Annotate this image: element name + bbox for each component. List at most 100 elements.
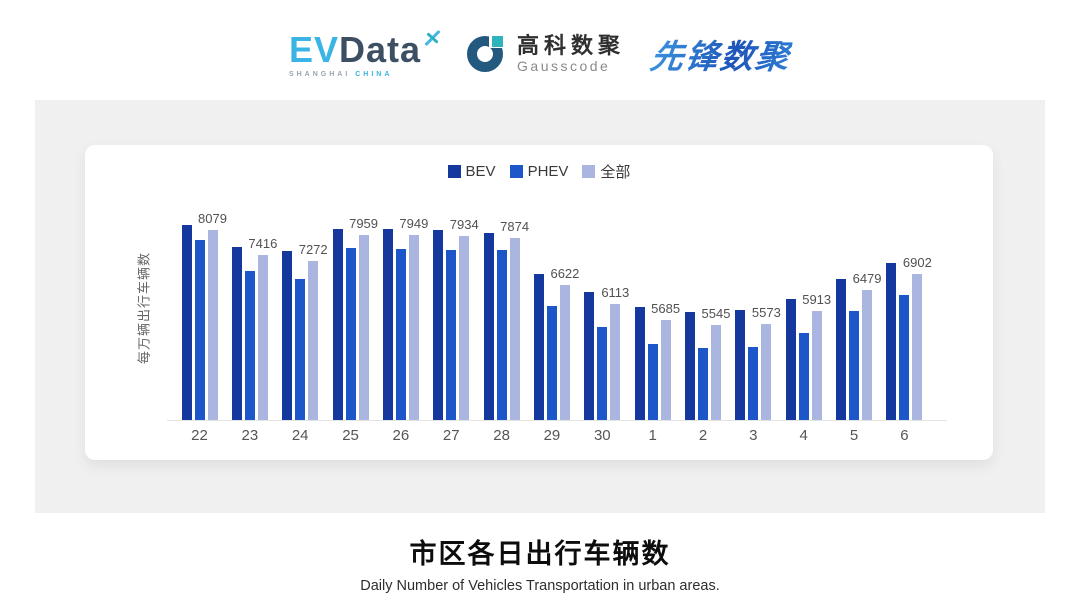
bar-bev-28[interactable] bbox=[483, 233, 494, 420]
legend-swatch-icon bbox=[509, 165, 523, 178]
bar-全部-2[interactable] bbox=[711, 325, 721, 420]
bar-phev-22[interactable] bbox=[194, 239, 205, 420]
bar-value-label-6: 6902 bbox=[902, 255, 932, 271]
gausscode-cn-text: 高科数聚 bbox=[517, 33, 626, 58]
footer: 市区各日出行车辆数 Daily Number of Vehicles Trans… bbox=[0, 532, 1080, 594]
bar-bev-27[interactable] bbox=[433, 229, 444, 420]
bar-bev-24[interactable] bbox=[282, 251, 293, 420]
bar-phev-5[interactable] bbox=[849, 310, 860, 420]
bar-phev-24[interactable] bbox=[295, 279, 306, 420]
x-tick-2: 2 bbox=[698, 427, 708, 444]
pioneer-logo: 先锋数聚 bbox=[648, 30, 795, 78]
header-logos: EVData SHANGHAI CHINA 高科数聚 Gausscode 先锋数… bbox=[0, 18, 1080, 90]
legend: BEV PHEV 全部 bbox=[85, 161, 993, 182]
bar-value-label-26: 7949 bbox=[399, 216, 429, 232]
chart-card: BEV PHEV 全部 每万辆出行车辆数 8079 7416 7272 7959 7949 7… bbox=[85, 145, 993, 460]
bar-bev-26[interactable] bbox=[382, 229, 393, 420]
bar-bev-22[interactable] bbox=[181, 225, 192, 420]
gausscode-logo: 高科数聚 Gausscode bbox=[467, 34, 625, 74]
page-title: 市区各日出行车辆数 bbox=[409, 539, 671, 569]
bar-bev-23[interactable] bbox=[231, 247, 242, 420]
bar-group-3: 5573 bbox=[735, 196, 781, 420]
bar-全部-5[interactable] bbox=[862, 290, 873, 420]
bar-value-label-22: 8079 bbox=[198, 211, 227, 227]
bar-bev-30[interactable] bbox=[584, 292, 595, 420]
bar-value-label-29: 6622 bbox=[550, 265, 580, 281]
bar-bev-29[interactable] bbox=[533, 273, 544, 420]
bar-phev-28[interactable] bbox=[496, 250, 507, 420]
x-tick-30: 30 bbox=[593, 427, 611, 444]
x-tick-24: 24 bbox=[291, 427, 309, 444]
legend-label: 全部 bbox=[600, 164, 631, 181]
legend-swatch-icon bbox=[447, 165, 461, 178]
chart-panel: BEV PHEV 全部 每万辆出行车辆数 8079 7416 7272 7959 7949 7… bbox=[35, 100, 1045, 513]
legend-swatch-icon bbox=[582, 165, 596, 178]
bar-value-label-4: 5913 bbox=[802, 292, 832, 308]
x-tick-22: 22 bbox=[191, 427, 208, 444]
legend-item-bev[interactable]: BEV bbox=[447, 163, 496, 180]
bar-全部-1[interactable] bbox=[660, 319, 671, 420]
bar-bev-25[interactable] bbox=[332, 229, 343, 420]
bar-phev-1[interactable] bbox=[647, 344, 658, 420]
bar-value-label-30: 6113 bbox=[601, 284, 630, 300]
x-tick-29: 29 bbox=[543, 427, 561, 444]
bar-value-label-23: 7416 bbox=[248, 236, 278, 252]
evdata-wordmark: EVData bbox=[289, 30, 441, 69]
legend-label: BEV bbox=[465, 163, 496, 180]
evdata-data-text: Data bbox=[338, 29, 422, 70]
bar-phev-6[interactable] bbox=[899, 294, 910, 420]
bar-全部-6[interactable] bbox=[912, 274, 923, 420]
bar-value-label-3: 5573 bbox=[751, 304, 781, 320]
bar-group-28: 7874 bbox=[483, 196, 529, 420]
bar-phev-2[interactable] bbox=[698, 347, 708, 420]
bar-bev-5[interactable] bbox=[836, 278, 847, 420]
bar-phev-27[interactable] bbox=[446, 249, 457, 420]
bar-bev-3[interactable] bbox=[735, 309, 746, 420]
bar-bev-6[interactable] bbox=[886, 262, 897, 420]
bar-phev-26[interactable] bbox=[395, 248, 406, 420]
legend-label: PHEV bbox=[527, 163, 569, 180]
bar-phev-29[interactable] bbox=[546, 305, 557, 420]
bar-bev-4[interactable] bbox=[785, 298, 796, 420]
bar-全部-30[interactable] bbox=[610, 303, 621, 420]
bar-group-29: 6622 bbox=[533, 196, 579, 420]
legend-item-phev[interactable]: PHEV bbox=[509, 163, 569, 180]
bar-全部-29[interactable] bbox=[559, 284, 570, 420]
x-axis-line bbox=[167, 420, 947, 421]
bar-全部-4[interactable] bbox=[811, 311, 822, 420]
bar-phev-23[interactable] bbox=[244, 271, 255, 420]
bar-value-label-27: 7934 bbox=[449, 216, 479, 232]
x-tick-4: 4 bbox=[799, 427, 808, 444]
bar-bev-2[interactable] bbox=[685, 311, 695, 420]
evdata-subtext: SHANGHAI CHINA bbox=[288, 71, 393, 78]
bar-全部-27[interactable] bbox=[459, 235, 470, 420]
evdata-star-icon bbox=[423, 30, 441, 48]
x-tick-23: 23 bbox=[241, 427, 259, 444]
bar-bev-1[interactable] bbox=[634, 306, 645, 420]
bar-group-26: 7949 bbox=[382, 196, 428, 420]
bar-全部-23[interactable] bbox=[257, 255, 268, 420]
x-tick-5: 5 bbox=[849, 427, 859, 444]
x-tick-3: 3 bbox=[749, 427, 758, 444]
bar-phev-4[interactable] bbox=[798, 333, 809, 420]
bar-group-5: 6479 bbox=[836, 196, 882, 420]
plot-area: 8079 7416 7272 7959 7949 7934 7874 6622 6113 5685… bbox=[167, 196, 947, 421]
legend-item-全部[interactable]: 全部 bbox=[582, 161, 630, 182]
bar-phev-25[interactable] bbox=[345, 247, 356, 420]
bar-group-24: 7272 bbox=[282, 196, 328, 420]
bar-全部-3[interactable] bbox=[761, 323, 772, 420]
bar-group-30: 6113 bbox=[584, 196, 629, 420]
bar-group-25: 7959 bbox=[332, 196, 378, 420]
bar-phev-3[interactable] bbox=[748, 346, 759, 420]
page-subtitle: Daily Number of Vehicles Transportation … bbox=[360, 578, 720, 594]
bar-全部-24[interactable] bbox=[308, 260, 319, 420]
bar-group-1: 5685 bbox=[634, 196, 680, 420]
bar-全部-22[interactable] bbox=[207, 230, 218, 420]
bar-group-2: 5545 bbox=[685, 196, 730, 420]
bar-全部-26[interactable] bbox=[408, 235, 419, 420]
gausscode-logo-icon bbox=[467, 34, 507, 74]
bar-value-label-24: 7272 bbox=[298, 241, 328, 257]
bar-全部-25[interactable] bbox=[358, 234, 369, 420]
bar-全部-28[interactable] bbox=[509, 238, 520, 420]
bar-phev-30[interactable] bbox=[597, 326, 608, 420]
